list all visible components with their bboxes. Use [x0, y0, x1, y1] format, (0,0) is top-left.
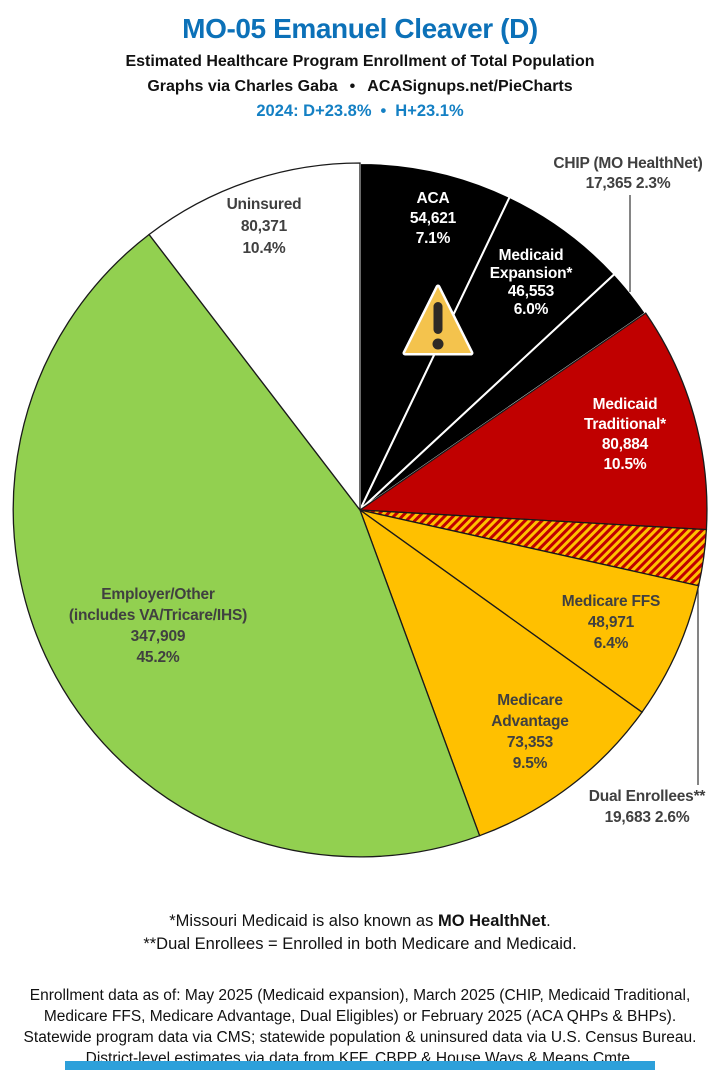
warning-triangle-icon	[402, 284, 474, 356]
warning-exclamation-bar	[433, 302, 443, 334]
credit-site: ACASignups.net/PieCharts	[367, 78, 573, 95]
slice-percent: 10.4%	[243, 240, 286, 257]
slice-label-line: Dual Enrollees**	[589, 788, 707, 805]
slice-label-employer-other: Employer/Other (includes VA/Tricare/IHS)…	[69, 586, 247, 666]
partisan-house-lean: H+23.1%	[395, 102, 464, 120]
slice-medicare-advantage	[358, 508, 643, 837]
slice-value: 80,371	[241, 218, 288, 235]
slice-value: 54,621	[410, 210, 457, 227]
slice-value: 17,365 2.3%	[586, 175, 671, 192]
slice-label-medicare-ffs: Medicare FFS 48,971 6.4%	[562, 593, 661, 652]
slice-label-aca: ACA 54,621 7.1%	[410, 190, 457, 247]
slice-label-chip: CHIP (MO HealthNet) 17,365 2.3%	[553, 155, 702, 192]
slice-value: 347,909	[131, 628, 186, 645]
slice-label-line: Employer/Other	[101, 586, 215, 603]
source-note-line3: Statewide program data via CMS; statewid…	[23, 1029, 697, 1046]
slice-value: 73,353	[507, 734, 554, 751]
slice-value: 19,683 2.6%	[605, 809, 690, 826]
slice-employer-other	[12, 233, 481, 858]
slice-label-line: Medicare	[497, 692, 563, 709]
slice-label-medicare-advantage: Medicare Advantage 73,353 9.5%	[491, 692, 569, 772]
partisan-dem-lean: 2024: D+23.8%	[256, 102, 372, 120]
slice-label-line: CHIP (MO HealthNet)	[553, 155, 702, 172]
slice-label-dual-enrollees: Dual Enrollees** 19,683 2.6%	[589, 788, 707, 826]
credit-line: Graphs via Charles Gaba • ACASignups.net/P…	[0, 78, 720, 96]
bullet-separator: •	[349, 78, 356, 95]
slice-uninsured	[148, 162, 361, 512]
slice-label-medicaid-traditional: Medicaid Traditional* 80,884 10.5%	[584, 396, 667, 473]
slice-label-line: (includes VA/Tricare/IHS)	[69, 607, 247, 624]
slice-value: 80,884	[602, 436, 649, 453]
footnote-text: .	[546, 912, 551, 930]
slice-percent: 9.5%	[513, 755, 548, 772]
slice-medicaid-expansion	[359, 195, 616, 511]
slice-label-line: Uninsured	[227, 196, 302, 213]
slice-label-line: Medicaid	[593, 396, 658, 413]
slice-label-medicaid-expansion: Medicaid Expansion* 46,553 6.0%	[490, 247, 574, 318]
slice-label-line: Medicare FFS	[562, 593, 660, 610]
footnote-bold-text: MO HealthNet	[437, 912, 547, 930]
slice-percent: 6.4%	[594, 635, 629, 652]
footnote-text: *Missouri Medicaid is also known as	[169, 912, 438, 930]
slice-value: 46,553	[508, 283, 555, 300]
slice-value: 48,971	[588, 614, 635, 631]
slice-label-line: Expansion*	[490, 265, 574, 282]
chart-subtitle: Estimated Healthcare Program Enrollment …	[125, 53, 595, 70]
slice-label-line: Advantage	[491, 713, 569, 730]
slice-label-line: ACA	[417, 190, 450, 207]
slice-percent: 7.1%	[416, 230, 451, 247]
footnotes: *Missouri Medicaid is also known as MO H…	[0, 910, 720, 956]
partisan-lean-line: 2024: D+23.8% • H+23.1%	[0, 102, 720, 121]
slice-label-uninsured: Uninsured 80,371 10.4%	[227, 196, 302, 257]
footnote-dual-enrollees: **Dual Enrollees = Enrolled in both Medi…	[143, 935, 577, 953]
slice-label-line: Medicaid	[499, 247, 564, 264]
footnote-medicaid: *Missouri Medicaid is also known as MO H…	[0, 910, 720, 933]
source-note-line1: Enrollment data as of: May 2025 (Medicai…	[29, 987, 691, 1004]
pie-chart: ACA 54,621 7.1% Medicaid Expansion* 46,5…	[12, 155, 708, 858]
credit-author: Graphs via Charles Gaba	[147, 78, 338, 95]
page-title: MO-05 Emanuel Cleaver (D)	[182, 13, 538, 44]
slice-percent: 10.5%	[604, 456, 647, 473]
slice-label-line: Traditional*	[584, 416, 667, 433]
slice-medicaid-traditional	[358, 312, 708, 531]
footer-accent-bar	[65, 1061, 655, 1070]
source-note-line2: Medicare FFS, Medicare Advantage, Dual E…	[43, 1008, 677, 1025]
slice-percent: 45.2%	[137, 649, 180, 666]
warning-exclamation-dot	[432, 338, 444, 350]
bullet-separator: •	[380, 102, 387, 120]
slice-percent: 6.0%	[514, 301, 549, 318]
